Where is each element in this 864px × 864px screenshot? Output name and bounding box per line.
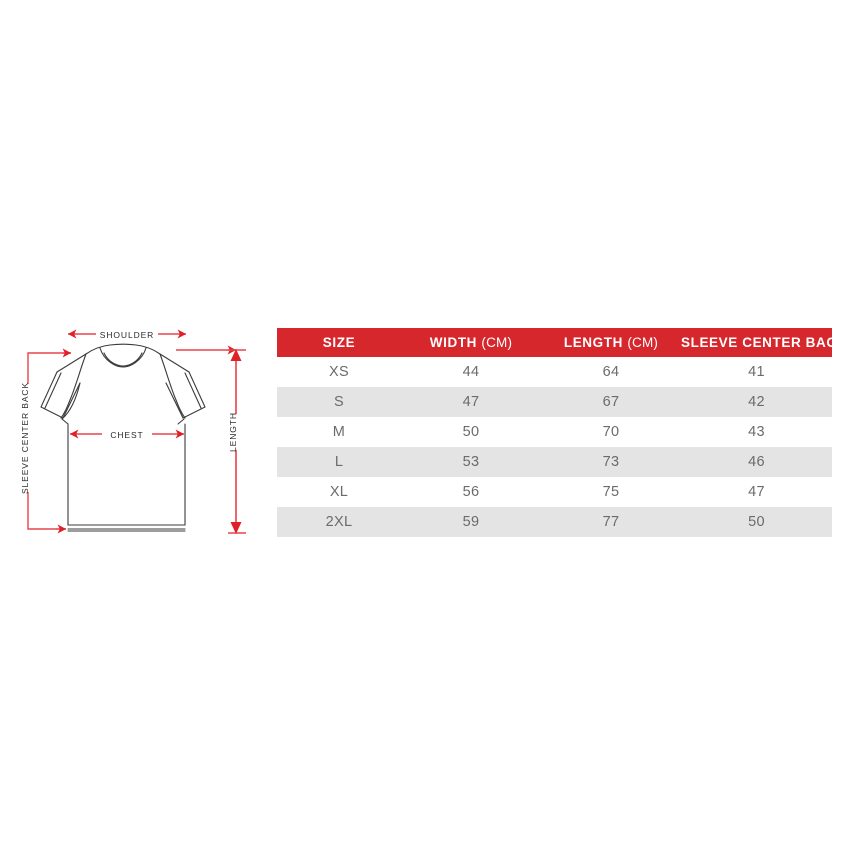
- shoulder-label: SHOULDER: [100, 330, 154, 340]
- column-header-width-unit: (CM): [481, 335, 513, 350]
- garment-measurement-diagram: SHOULDER CHEST LENGTH: [0, 312, 262, 558]
- table-row: M 50 70 43: [277, 417, 832, 447]
- column-header-width-label: WIDTH: [429, 335, 478, 350]
- cell-sleeve: 41: [681, 357, 832, 387]
- cell-sleeve: 46: [681, 447, 832, 477]
- cell-length: 77: [541, 507, 681, 537]
- cell-size: M: [277, 417, 401, 447]
- chest-measure: CHEST: [69, 429, 185, 440]
- table-header-row: SIZE WIDTH (CM) LENGTH (CM) SLEEVE CENTE…: [277, 328, 864, 357]
- column-header-size: SIZE: [277, 328, 401, 357]
- cell-size: S: [277, 387, 401, 417]
- shoulder-measure: SHOULDER: [67, 329, 187, 340]
- cell-sleeve: 43: [681, 417, 832, 447]
- chest-label: CHEST: [110, 430, 143, 440]
- sleeve-center-back-label: SLEEVE CENTER BACK: [20, 382, 30, 494]
- size-chart-table: SIZE WIDTH (CM) LENGTH (CM) SLEEVE CENTE…: [277, 328, 864, 537]
- cell-width: 56: [401, 477, 541, 507]
- column-header-sleeve-unit: (CM): [851, 335, 864, 350]
- cell-length: 64: [541, 357, 681, 387]
- column-header-length-unit: (CM): [627, 335, 659, 350]
- table-row: 2XL 59 77 50: [277, 507, 832, 537]
- cell-length: 73: [541, 447, 681, 477]
- cell-width: 47: [401, 387, 541, 417]
- cell-length: 75: [541, 477, 681, 507]
- sleeve-center-back-measure: SLEEVE CENTER BACK: [20, 348, 72, 534]
- tshirt-outline-icon: [40, 343, 206, 532]
- cell-sleeve: 50: [681, 507, 832, 537]
- cell-sleeve: 47: [681, 477, 832, 507]
- column-header-sleeve-center-back: SLEEVE CENTER BACK (CM): [681, 328, 864, 357]
- column-header-sleeve-label: SLEEVE CENTER BACK: [681, 335, 848, 350]
- cell-length: 70: [541, 417, 681, 447]
- cell-width: 59: [401, 507, 541, 537]
- table-row: XL 56 75 47: [277, 477, 832, 507]
- length-label: LENGTH: [228, 412, 238, 452]
- table-row: S 47 67 42: [277, 387, 832, 417]
- table-row: L 53 73 46: [277, 447, 832, 477]
- cell-width: 44: [401, 357, 541, 387]
- cell-width: 53: [401, 447, 541, 477]
- table-row: XS 44 64 41: [277, 357, 832, 387]
- cell-size: 2XL: [277, 507, 401, 537]
- length-measure: LENGTH: [176, 345, 246, 534]
- cell-size: L: [277, 447, 401, 477]
- column-header-width: WIDTH (CM): [401, 328, 541, 357]
- column-header-length-label: LENGTH: [563, 335, 623, 350]
- cell-width: 50: [401, 417, 541, 447]
- cell-length: 67: [541, 387, 681, 417]
- cell-size: XL: [277, 477, 401, 507]
- column-header-size-label: SIZE: [322, 335, 356, 350]
- column-header-length: LENGTH (CM): [541, 328, 681, 357]
- cell-sleeve: 42: [681, 387, 832, 417]
- cell-size: XS: [277, 357, 401, 387]
